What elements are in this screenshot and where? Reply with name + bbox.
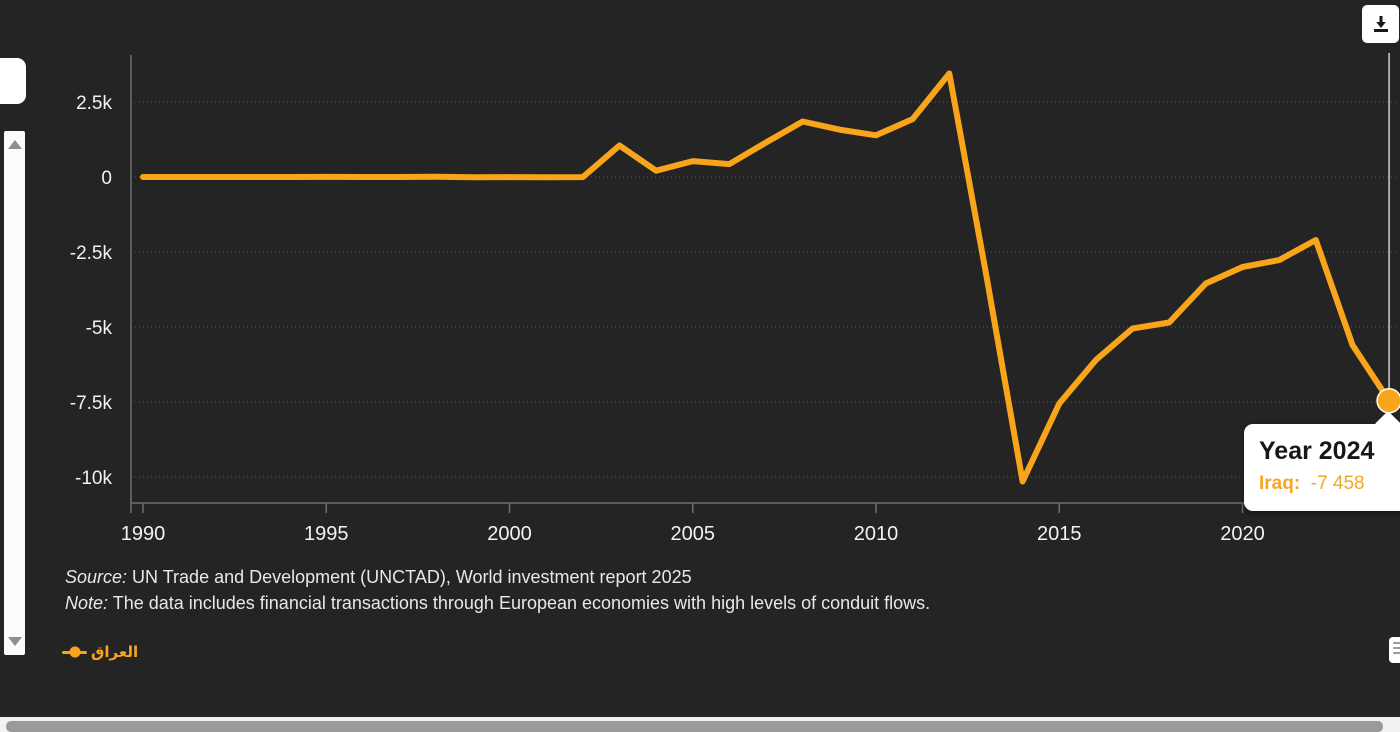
vertical-scrollbar[interactable] — [4, 131, 25, 655]
y-tick-label: 0 — [101, 168, 112, 189]
x-tick-label: 2020 — [1220, 523, 1265, 545]
y-tick-label: -2.5k — [70, 243, 113, 264]
chart-tooltip: Year 2024 Iraq: -7 458 — [1244, 410, 1400, 511]
highlight-point[interactable] — [1376, 387, 1400, 414]
y-tick-label: 2.5k — [76, 93, 112, 114]
y-tick-label: -10k — [75, 468, 112, 489]
source-label: Source: — [65, 567, 128, 587]
horizontal-scrollbar[interactable] — [0, 717, 1400, 732]
tooltip-value: Iraq: -7 458 — [1259, 474, 1400, 494]
partial-button-left[interactable] — [0, 58, 26, 104]
scroll-up-icon[interactable] — [7, 140, 22, 149]
source-text: UN Trade and Development (UNCTAD), World… — [127, 567, 692, 587]
partial-button-right[interactable] — [1389, 637, 1400, 663]
note-line: Note: The data includes financial transa… — [65, 590, 1265, 616]
download-icon — [1373, 16, 1388, 32]
legend-label: العراق — [91, 643, 139, 661]
x-tick-label: 2005 — [671, 523, 716, 545]
x-tick-label: 2015 — [1037, 523, 1082, 545]
y-tick-label: -5k — [86, 318, 113, 339]
legend-line-marker-icon — [62, 646, 87, 658]
tooltip-number: -7 458 — [1310, 473, 1365, 494]
source-line: Source: UN Trade and Development (UNCTAD… — [65, 564, 1265, 590]
tooltip-title: Year 2024 — [1259, 437, 1375, 465]
chart-footer: Source: UN Trade and Development (UNCTAD… — [65, 564, 1265, 616]
tooltip-series-label: Iraq: — [1259, 473, 1301, 494]
x-tick-label: 2010 — [854, 523, 899, 545]
legend-dot-icon — [69, 646, 80, 658]
download-button[interactable] — [1362, 5, 1399, 43]
x-tick-label: 1995 — [304, 523, 349, 545]
scroll-down-icon[interactable] — [7, 637, 22, 646]
x-tick-label: 2000 — [487, 523, 532, 545]
legend-item-iraq[interactable]: العراق — [62, 641, 138, 663]
horizontal-scrollbar-thumb[interactable] — [6, 721, 1383, 732]
x-tick-label: 1990 — [121, 523, 166, 545]
series-line-iraq[interactable] — [140, 70, 1393, 485]
note-label: Note: — [65, 593, 109, 613]
note-text: The data includes financial transactions… — [108, 593, 931, 613]
y-tick-label: -7.5k — [70, 393, 113, 414]
